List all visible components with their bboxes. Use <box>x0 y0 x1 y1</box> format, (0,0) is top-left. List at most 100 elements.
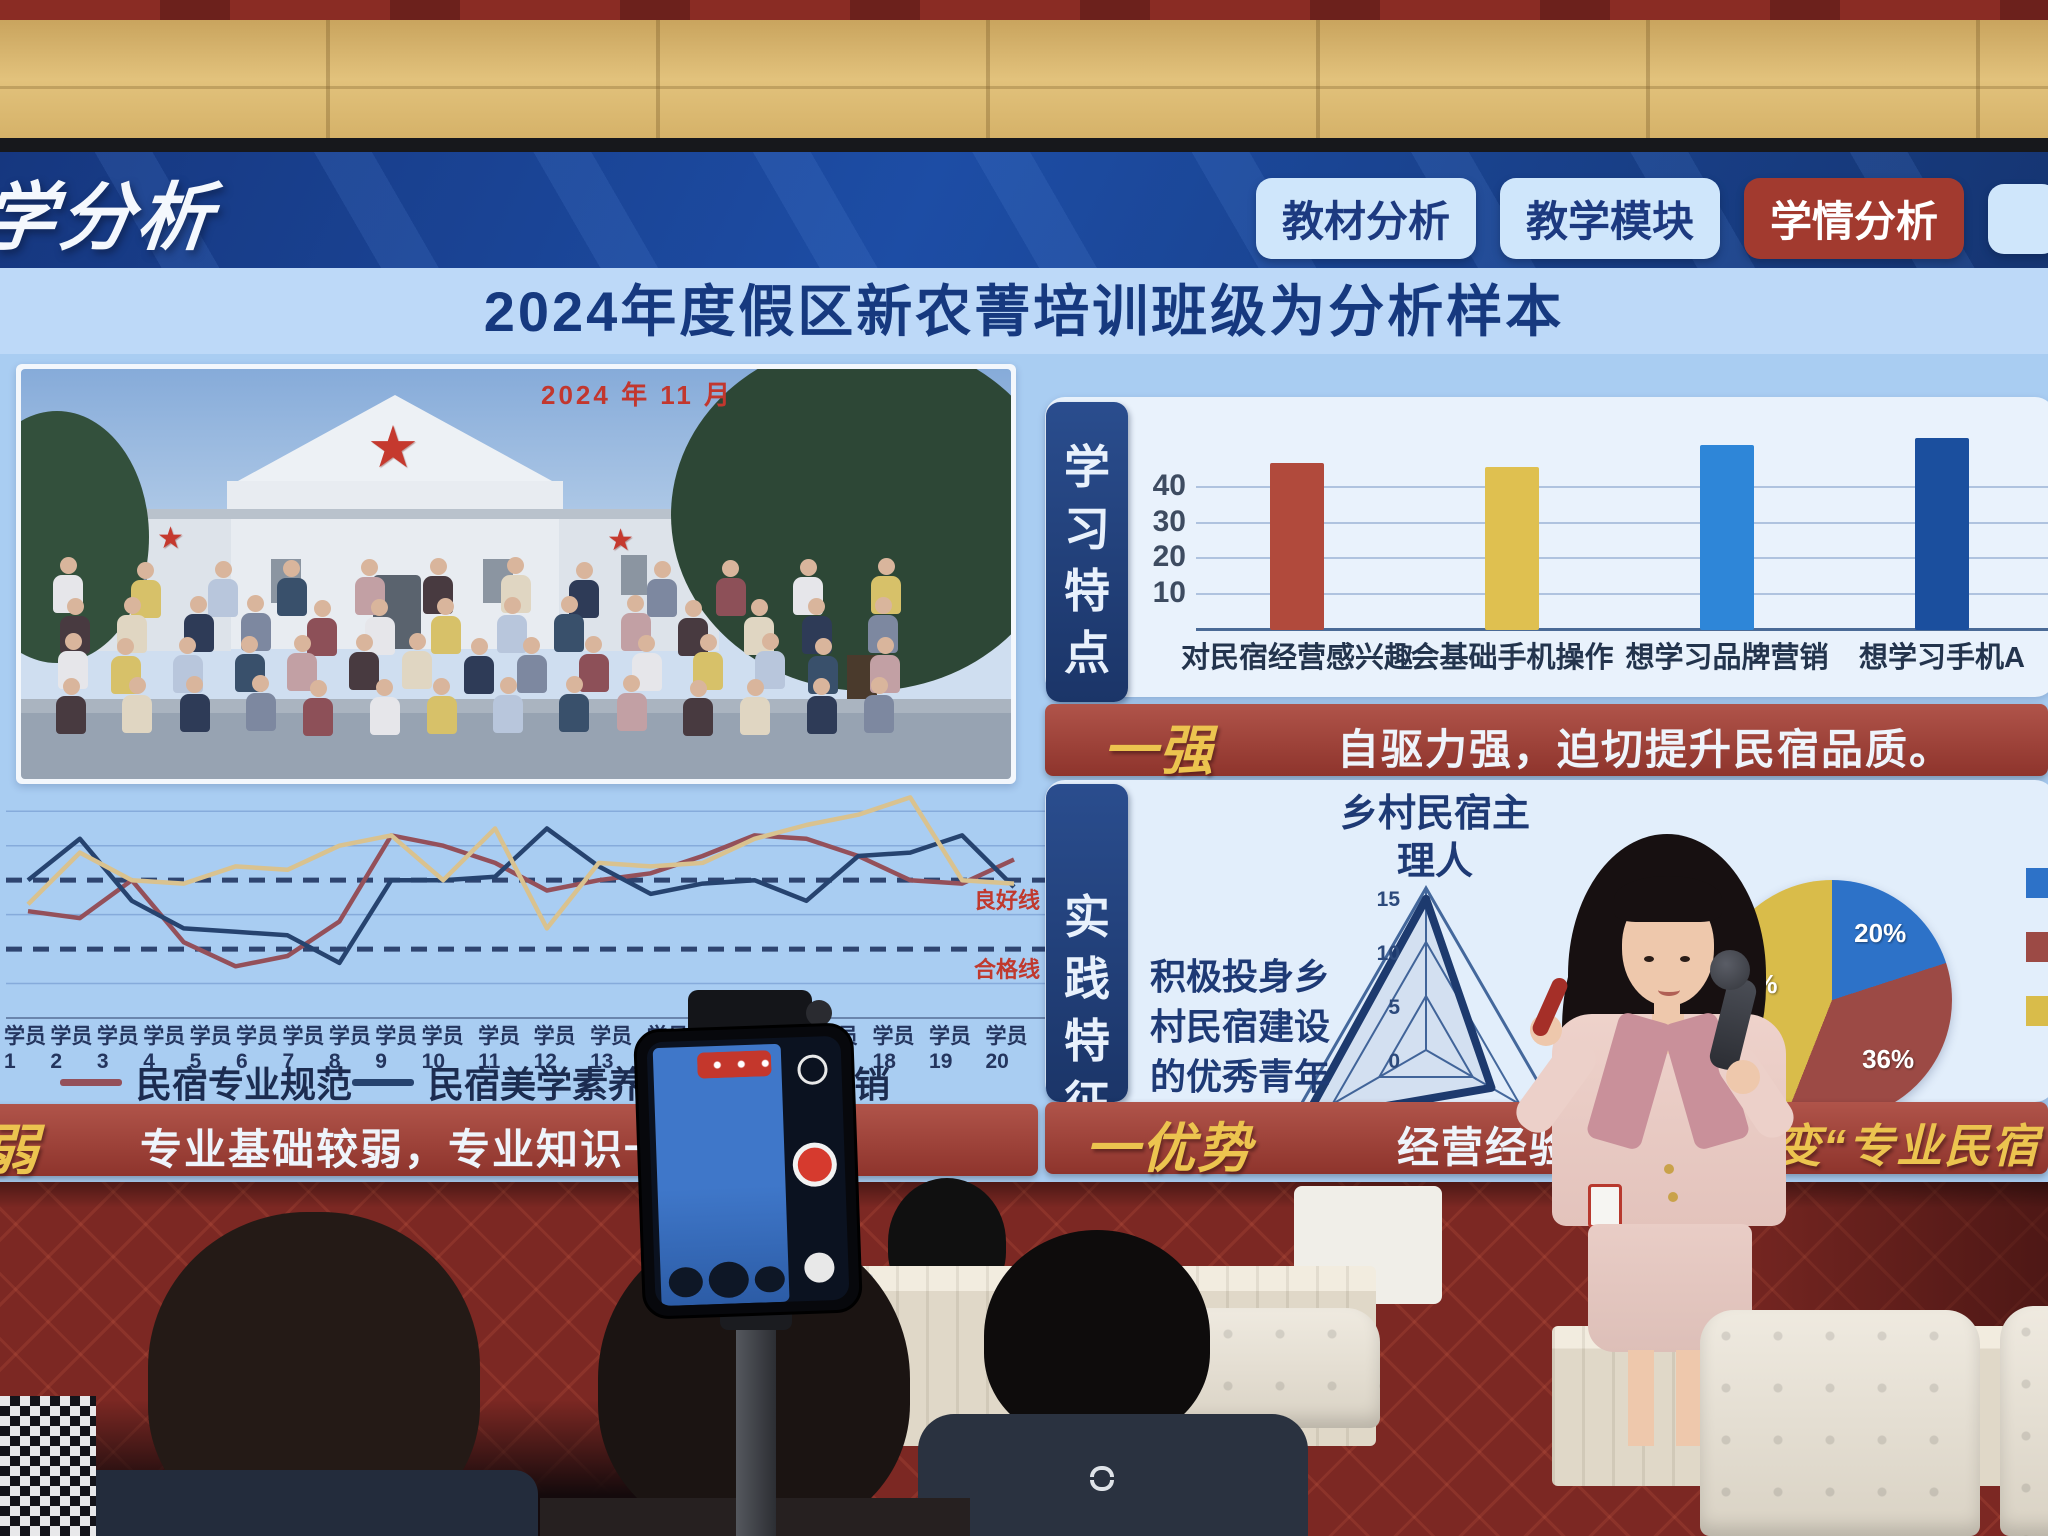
video-silhouette <box>668 1266 704 1298</box>
video-silhouette <box>754 1265 786 1293</box>
svg-text:合格线: 合格线 <box>974 957 1040 982</box>
practice-tab: 实践特征 <box>1046 784 1128 1129</box>
svg-text:5: 5 <box>1388 996 1400 1019</box>
screen-bezel <box>0 138 2048 152</box>
learning-bar-chart: 10 20 30 40 对民宿经营感兴趣 会基础手机操作 想学习品牌营销 想学习手机A <box>1140 418 2048 678</box>
record-button-icon <box>792 1141 838 1188</box>
line-chart-legend: 民宿专业规范民宿美学素养营销 <box>0 1050 1040 1108</box>
pie-legend-swatch-1 <box>2026 868 2048 898</box>
slide-nav-tabs: 教材分析 教学模块 学情分析 <box>1256 178 2048 259</box>
bar-4 <box>1915 438 1969 630</box>
red-star-icon: ★ <box>367 415 419 480</box>
audience-shoulders <box>58 1470 538 1536</box>
crowd-person <box>615 675 649 731</box>
legend-label: 民宿美学素养 <box>428 1064 645 1105</box>
ceiling <box>0 0 2048 20</box>
crowd-person <box>805 678 839 734</box>
deck-title-partial: 学分析 <box>0 176 220 259</box>
nav-tab-1: 教材分析 <box>1256 178 1477 259</box>
crowd-person <box>753 633 787 689</box>
crowd-person <box>681 680 715 736</box>
audience-head <box>984 1230 1210 1442</box>
learning-tab: 学习特点 <box>1046 402 1128 702</box>
crowd-person <box>109 638 143 694</box>
legend-label: 民宿专业规范 <box>136 1064 353 1105</box>
weak-banner: 弱 专业基础较弱，专业知识一知半解。 <box>0 1104 1038 1181</box>
jacket-logo-icon <box>1090 1480 1114 1491</box>
recording-phone <box>633 1022 863 1320</box>
bar-3 <box>1700 445 1754 630</box>
projection-screen: 学分析 教材分析 教学模块 学情分析 2024年度假区新农菁培训班级为分析样本 <box>0 152 2048 1182</box>
bar-gridline <box>1196 486 2048 488</box>
record-badge <box>696 1050 772 1079</box>
crowd-person <box>425 678 459 734</box>
crowd-person <box>301 680 335 736</box>
wall-seam-horizontal <box>0 86 2048 89</box>
advantage-banner: 一优势 经营经验 蜕变“专业民宿 <box>1045 1102 2048 1179</box>
radar-title-line: 理人 <box>1396 841 1473 883</box>
slide-title-band: 2024年度假区新农菁培训班级为分析样本 <box>0 268 2048 354</box>
photo-caption: 2024 年 11 月 <box>541 380 733 410</box>
presenter-leg <box>1628 1350 1654 1446</box>
crowd-person <box>645 561 679 617</box>
x-label-18: 学员18 <box>872 1025 915 1073</box>
crowd-person <box>577 636 611 692</box>
crowd-person <box>206 561 240 617</box>
weak-banner-tag: 弱 <box>0 1106 40 1182</box>
bar-1 <box>1270 463 1324 630</box>
bar-ytick: 20 <box>1152 540 1186 573</box>
crowd-person <box>491 677 525 733</box>
bar-gridline <box>1196 557 2048 559</box>
crowd-person <box>462 638 496 694</box>
strong-banner-text: 自驱力强，迫切提升民宿品质。 <box>1337 726 1954 773</box>
red-star-icon: ★ <box>607 524 634 557</box>
crowd-person <box>120 677 154 733</box>
bar-ytick: 10 <box>1152 575 1186 609</box>
red-star-icon: ★ <box>157 522 184 555</box>
slide-title: 2024年度假区新农菁培训班级为分析样本 <box>483 280 1565 343</box>
crowd-person <box>552 596 586 652</box>
advantage-banner-tag: 一优势 <box>1085 1119 1253 1179</box>
bar-ytick: 30 <box>1152 504 1186 538</box>
crowd-person <box>619 595 653 651</box>
x-label-6: 学员6 <box>236 1025 279 1073</box>
x-label-5: 学员5 <box>189 1025 232 1073</box>
wall-panel-seams <box>0 20 2048 152</box>
radar-axis-title: 乡村民宿主 理人 <box>1305 790 1565 886</box>
bar-gridline <box>1196 592 2048 595</box>
presenter-bangs <box>1614 876 1722 922</box>
white-chair <box>2000 1306 2048 1536</box>
crowd-person <box>275 560 309 616</box>
crowd-person <box>305 600 339 656</box>
crowd-person <box>347 634 381 690</box>
legend-item-1: 民宿专业规范 <box>60 1056 352 1108</box>
x-label-11: 学员11 <box>478 1025 521 1073</box>
presenter-eye <box>1644 956 1654 962</box>
x-label-19: 学员19 <box>929 1025 972 1073</box>
presenter-eye <box>1680 956 1690 962</box>
crowd-person <box>244 675 278 731</box>
phone-screen <box>646 1035 850 1307</box>
x-label-1: 学员1 <box>4 1025 46 1073</box>
x-label-10: 学员10 <box>421 1025 464 1073</box>
crowd-person <box>429 598 463 654</box>
practice-side-text: 积极投身乡 村民宿建设 的优秀青年 <box>1150 952 1330 1102</box>
blazer-button <box>1668 1192 1678 1202</box>
microphone-grille <box>1710 950 1750 990</box>
clamp-knob <box>806 1000 832 1026</box>
x-label-2: 学员2 <box>50 1025 93 1073</box>
pie-legend-swatch-2 <box>2026 932 2048 962</box>
nav-tab-partial <box>1988 183 2048 254</box>
video-silhouette <box>708 1261 750 1299</box>
pie-label-1: 20% <box>1854 917 1907 948</box>
legend-item-2: 民宿美学素养 <box>352 1056 644 1108</box>
legend-dash <box>60 1078 122 1086</box>
svg-text:10: 10 <box>1377 942 1400 965</box>
nav-tab-2: 教学模块 <box>1500 178 1721 259</box>
side-text-line: 的优秀青年 <box>1150 1056 1331 1097</box>
presenter-mouth <box>1658 984 1680 996</box>
bar-axis <box>1196 628 2048 631</box>
white-chair <box>1700 1310 1980 1536</box>
pie-label-2: 36% <box>1862 1043 1915 1074</box>
